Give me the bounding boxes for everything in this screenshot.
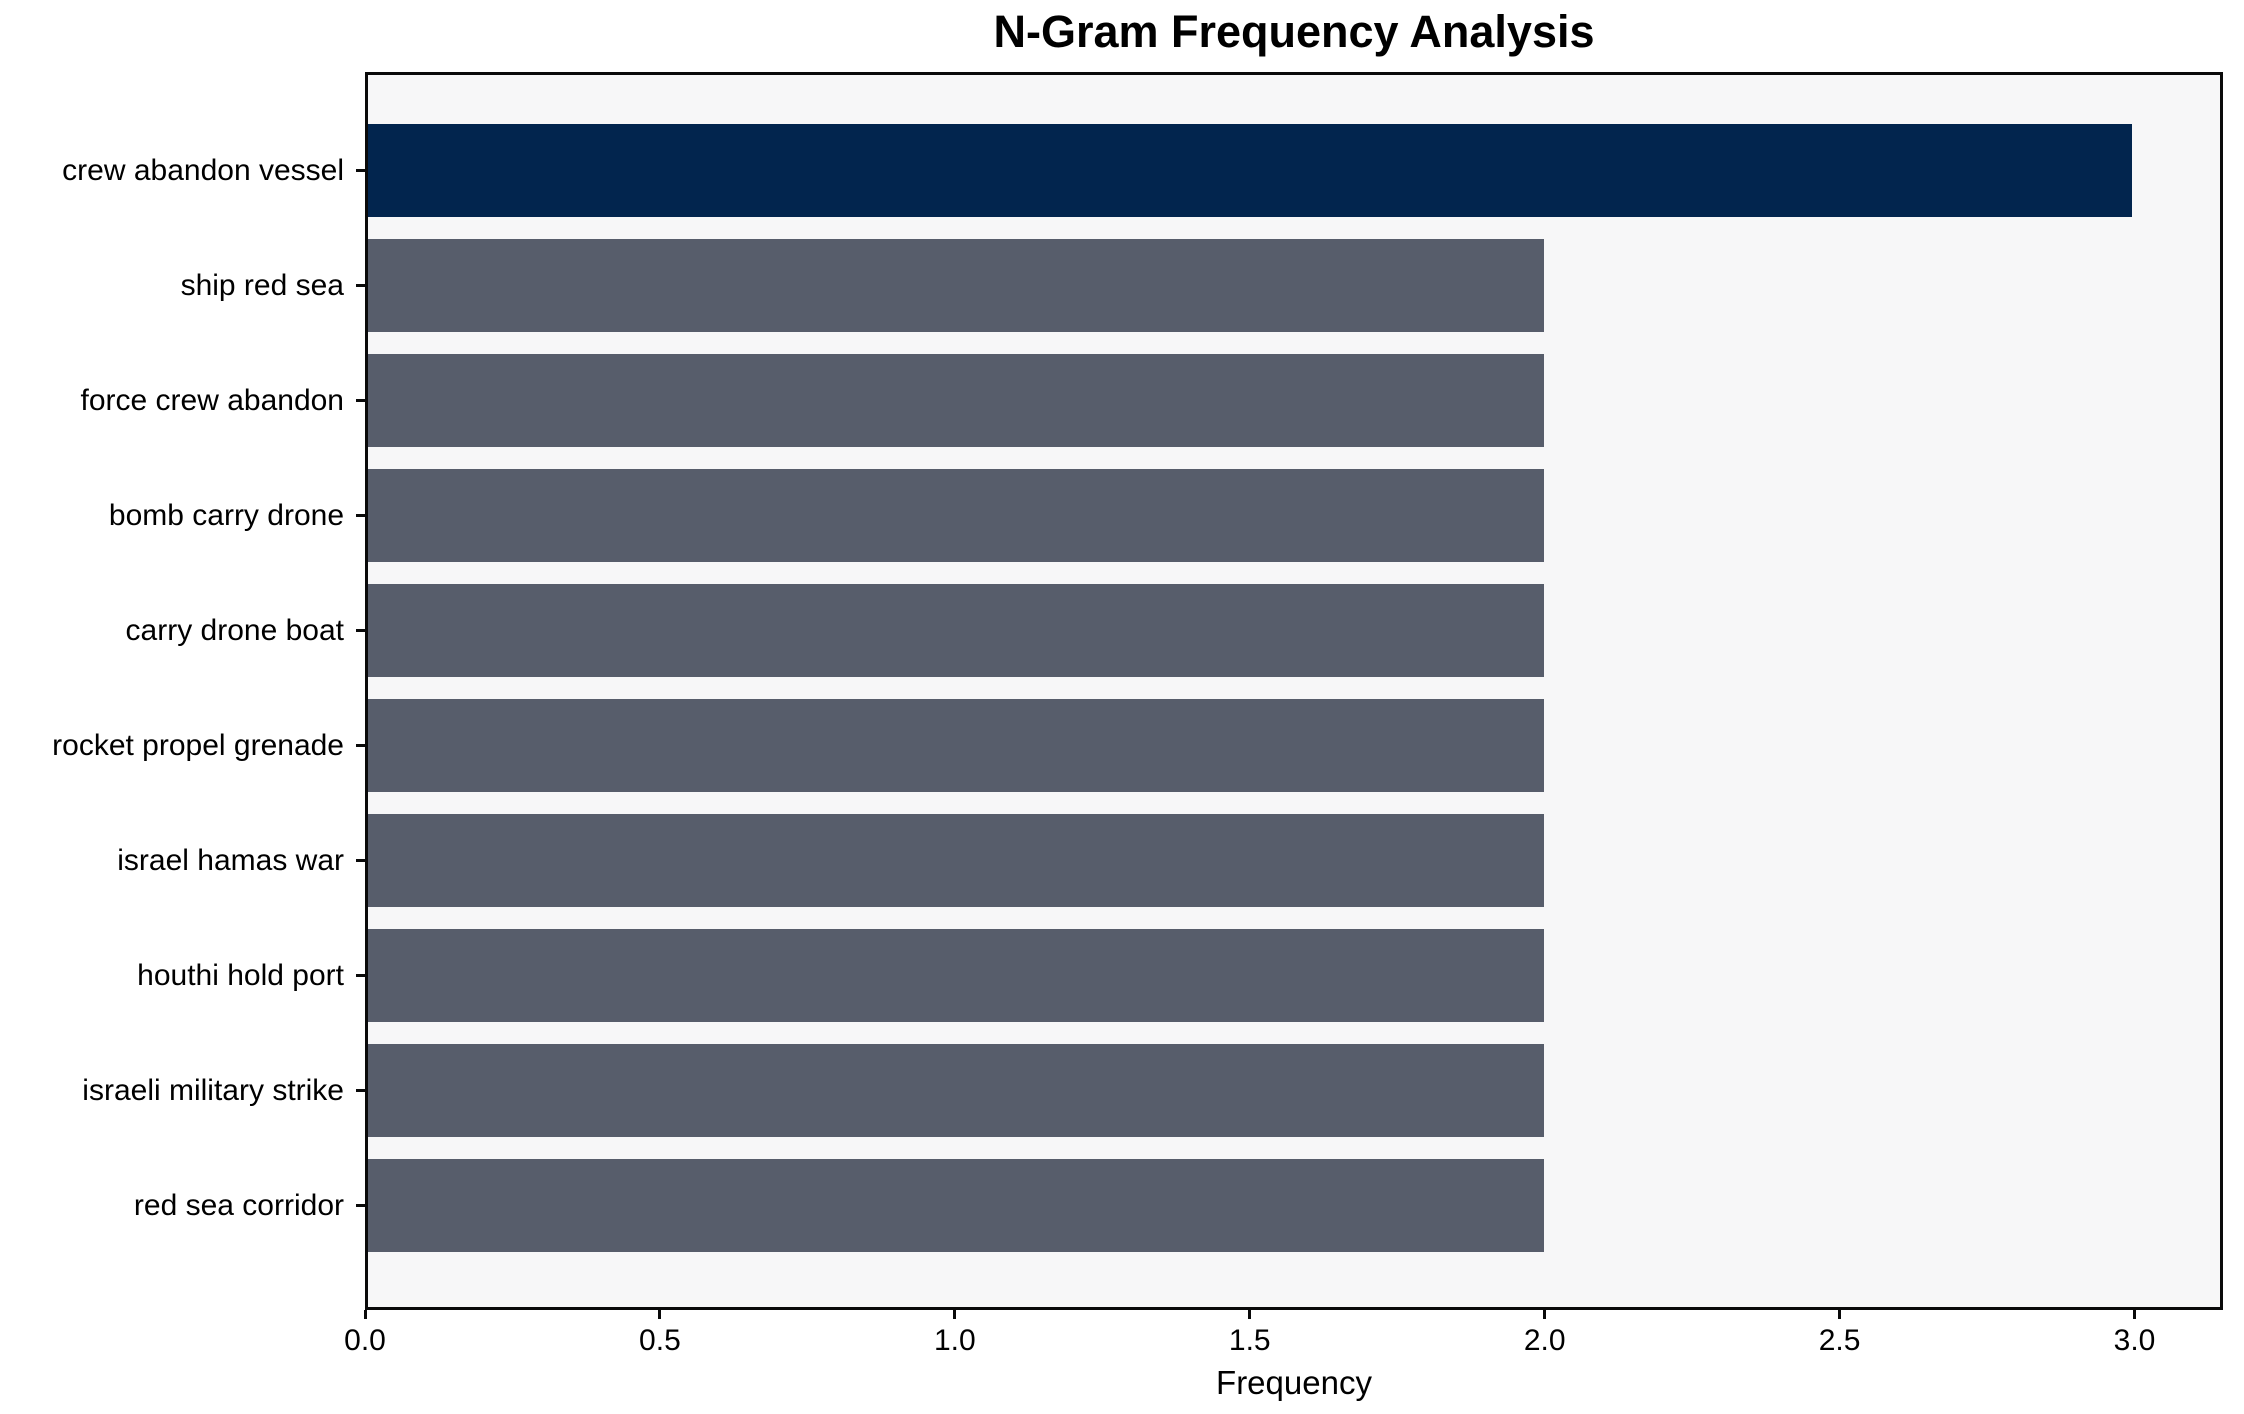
bar-row	[368, 803, 2220, 918]
x-tick-mark	[658, 1310, 662, 1319]
x-tick-mark	[363, 1310, 367, 1319]
x-tick-label: 3.0	[2113, 1324, 2156, 1357]
chart-title: N-Gram Frequency Analysis	[993, 6, 1595, 57]
y-axis-label: rocket propel grenade	[52, 728, 344, 762]
x-tick-label: 0.0	[344, 1324, 386, 1357]
bar	[368, 354, 1544, 447]
bar-row	[368, 918, 2220, 1033]
y-axis-label: ship red sea	[180, 268, 344, 302]
y-tick-mark	[356, 399, 365, 402]
bar	[368, 699, 1544, 792]
y-tick-mark	[356, 1089, 365, 1092]
bar	[368, 1159, 1544, 1252]
x-axis-label: Frequency	[1216, 1364, 1372, 1401]
y-tick-mark	[356, 744, 365, 747]
bar-row	[368, 343, 2220, 458]
bar	[368, 124, 2132, 217]
bar-row	[368, 573, 2220, 688]
bar	[368, 584, 1544, 677]
bar	[368, 1044, 1544, 1137]
x-tick-label: 2.0	[1523, 1324, 1566, 1357]
y-tick-mark	[356, 1204, 365, 1207]
y-axis-label: carry drone boat	[125, 613, 344, 647]
bar	[368, 239, 1544, 332]
bar-row	[368, 1148, 2220, 1263]
y-tick-mark	[356, 859, 365, 862]
x-tick-mark	[1248, 1310, 1252, 1319]
y-axis-label: israeli military strike	[82, 1073, 344, 1107]
y-tick-mark	[356, 514, 365, 517]
y-tick-mark	[356, 974, 365, 977]
x-tick-label: 1.5	[1228, 1324, 1271, 1357]
y-axis-label: red sea corridor	[133, 1188, 344, 1222]
y-tick-mark	[356, 629, 365, 632]
x-tick-label: 0.5	[639, 1324, 681, 1357]
bar	[368, 469, 1544, 562]
y-axis-label: force crew abandon	[80, 383, 345, 417]
x-tick-mark	[953, 1310, 957, 1319]
x-tick-mark	[1543, 1310, 1547, 1319]
y-tick-mark	[356, 169, 365, 172]
bar	[368, 929, 1544, 1022]
bar-row	[368, 228, 2220, 343]
y-axis-label: bomb carry drone	[108, 498, 344, 532]
y-axis-label: crew abandon vessel	[62, 153, 344, 187]
bar-row	[368, 688, 2220, 803]
y-axis-label: israel hamas war	[117, 843, 344, 877]
x-tick-label: 1.0	[933, 1324, 976, 1357]
y-axis-label: houthi hold port	[137, 958, 344, 992]
bar-row	[368, 458, 2220, 573]
x-tick-label: 2.5	[1818, 1324, 1861, 1357]
bar-row	[368, 113, 2220, 228]
bar-row	[368, 1033, 2220, 1148]
bar	[368, 814, 1544, 907]
y-tick-mark	[356, 284, 365, 287]
x-tick-mark	[2133, 1310, 2137, 1319]
x-tick-mark	[1838, 1310, 1842, 1319]
plot-area	[365, 72, 2223, 1310]
bars-container	[368, 113, 2220, 1263]
